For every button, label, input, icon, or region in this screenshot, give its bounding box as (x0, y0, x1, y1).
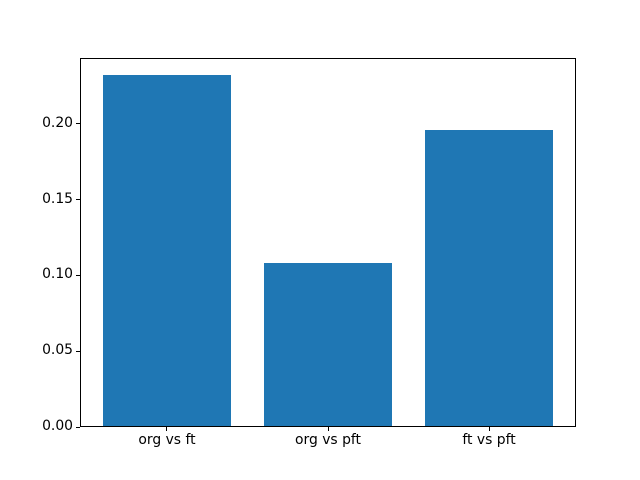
y-tick-label: 0.00 (42, 418, 73, 435)
x-tick-label: org vs pft (295, 431, 361, 448)
y-tick-label: 0.10 (42, 266, 73, 283)
y-tick-mark (76, 350, 80, 352)
bar-org-vs-ft (102, 75, 232, 428)
x-tick-label: org vs ft (138, 431, 196, 448)
x-tick-mark (166, 427, 168, 432)
x-tick-label: ft vs pft (462, 431, 516, 448)
bar-org-vs-pft (263, 263, 393, 428)
y-tick-mark (76, 123, 80, 125)
y-tick-mark (76, 274, 80, 276)
y-tick-label: 0.15 (42, 190, 73, 207)
x-tick-mark (488, 427, 490, 432)
y-tick-mark (76, 426, 80, 428)
y-tick-mark (76, 199, 80, 201)
x-tick-mark (327, 427, 329, 432)
y-tick-label: 0.20 (42, 114, 73, 131)
y-tick-label: 0.05 (42, 342, 73, 359)
bar-ft-vs-pft (424, 129, 554, 428)
